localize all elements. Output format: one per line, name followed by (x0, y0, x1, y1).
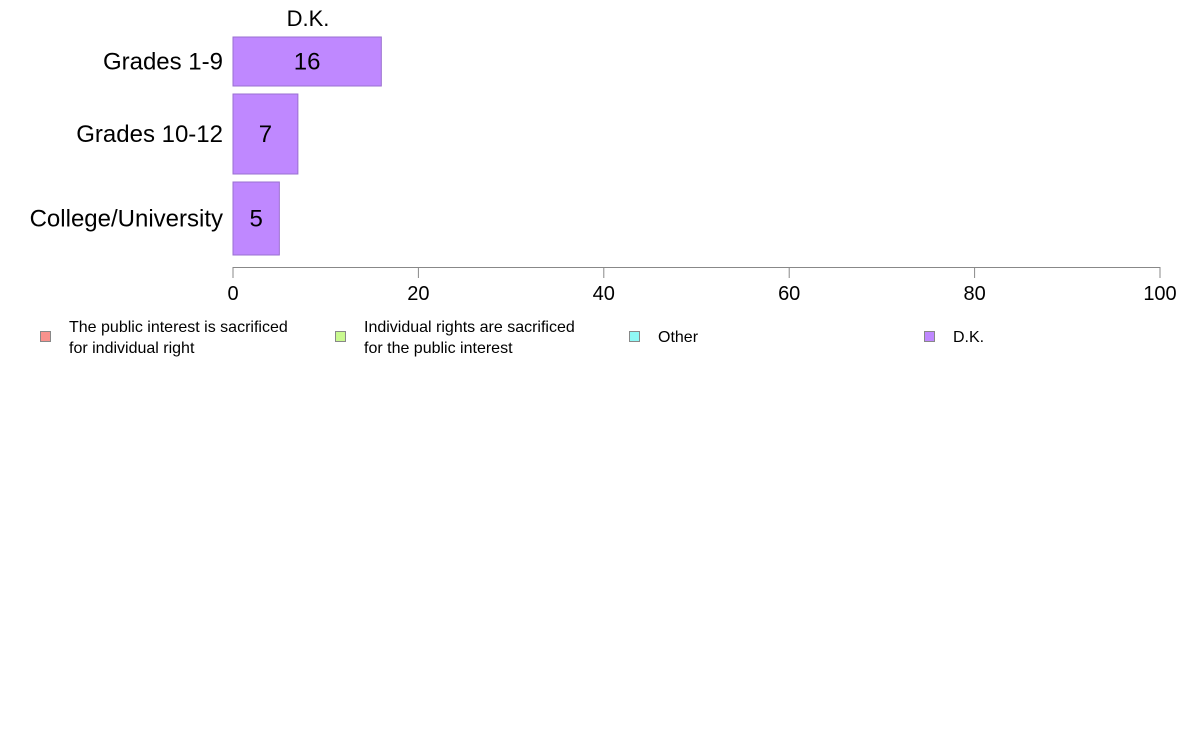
x-tick-label: 0 (227, 283, 238, 300)
x-tick-label: 20 (407, 283, 429, 300)
legend-item-dk: D.K. (924, 316, 1188, 348)
legend-swatch (40, 331, 51, 342)
legend-label: D.K. (953, 329, 985, 346)
legend-swatch (335, 331, 346, 342)
legend-item-individual-rights-sacrificed: Individual rights are sacrificed for the… (335, 316, 634, 359)
data-label: 16 (294, 49, 321, 76)
x-tick-label: 100 (1143, 283, 1176, 300)
legend: The public interest is sacrificed for in… (0, 316, 1188, 366)
facet-title: D.K. (287, 6, 330, 31)
x-ticks-layer: 0 20 40 60 80 100 (227, 267, 1177, 300)
legend-swatch (629, 331, 640, 342)
legend-item-other: Other (629, 316, 928, 348)
data-label: 5 (249, 206, 262, 233)
bars-layer: Grades 1-9 16 Grades 10-12 7 College/Univers… (30, 36, 382, 256)
data-label: 7 (259, 121, 272, 148)
bar-chart: D.K. Grades 1-9 16 Grades 10-12 7 College/Un… (30, 6, 1177, 300)
legend-item-public-interest-sacrificed: The public interest is sacrificed for in… (40, 316, 339, 359)
legend-label: Individual rights are sacrificed for the… (364, 319, 575, 357)
y-tick-label: College/University (30, 206, 223, 233)
x-tick-label: 60 (778, 283, 800, 300)
bar (232, 181, 280, 256)
legend-label: Other (658, 329, 699, 346)
legend-label: The public interest is sacrificed for in… (69, 319, 288, 357)
y-tick-label: Grades 1-9 (103, 49, 223, 76)
x-tick-label: 40 (593, 283, 615, 300)
y-tick-label: Grades 10-12 (76, 121, 223, 148)
bar (232, 93, 299, 175)
legend-swatch (924, 331, 935, 342)
bar (232, 36, 382, 87)
x-tick-label: 80 (963, 283, 985, 300)
